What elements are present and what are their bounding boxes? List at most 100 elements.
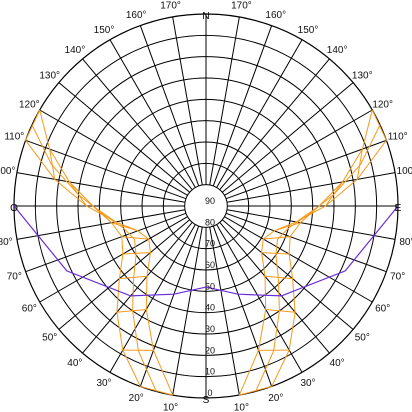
- azimuth-line-80: [226, 209, 396, 240]
- azimuth-line-120: [224, 109, 373, 196]
- sun-path-1-east: [271, 109, 373, 387]
- azimuth-line-50: [222, 219, 354, 330]
- hour-line-7-east: [264, 275, 293, 280]
- azimuth-line-30: [216, 224, 303, 373]
- equinox-path: [13, 205, 399, 297]
- azimuth-label-left_top-110: 110°: [4, 132, 24, 143]
- azimuth-label-left_top-150: 150°: [94, 25, 115, 36]
- azimuth-label-left_bottom-40: 40°: [67, 358, 82, 369]
- azimuth-line-160: [212, 25, 273, 187]
- azimuth-label-right_bottom-30: 30°: [300, 378, 315, 389]
- azimuth-line-20: [212, 225, 273, 387]
- altitude-label-20: 20: [205, 345, 215, 355]
- azimuth-label-left_top-100: 100°: [0, 166, 15, 177]
- azimuth-label-right_top-130: 130°: [352, 70, 373, 81]
- altitude-label-30: 30: [205, 324, 215, 334]
- altitude-label-80: 80: [205, 217, 215, 227]
- azimuth-line-190: [172, 16, 203, 186]
- azimuth-line-230: [58, 82, 190, 193]
- azimuth-label-right_top-100: 100°: [397, 166, 412, 177]
- azimuth-label-right_top-160: 160°: [265, 10, 286, 21]
- azimuth-line-320: [82, 222, 193, 354]
- azimuth-label-left_top-130: 130°: [39, 70, 60, 81]
- azimuth-line-210: [109, 39, 196, 188]
- hour-line-6-east: [261, 252, 290, 255]
- hour-line-5-west: [121, 236, 149, 240]
- sun-path-1-west: [39, 109, 141, 387]
- azimuth-label-left_bottom-60: 60°: [22, 304, 37, 315]
- hour-line-3-east: [296, 205, 320, 223]
- hour-line-8-west: [116, 308, 147, 313]
- azimuth-line-110: [225, 139, 387, 200]
- azimuth-label-right_top-150: 150°: [298, 25, 319, 36]
- east-label: E: [395, 203, 402, 214]
- altitude-label-0: 0: [207, 388, 212, 398]
- azimuth-line-100: [226, 172, 396, 203]
- azimuth-label-left_top-160: 160°: [126, 10, 147, 21]
- azimuth-line-310: [58, 219, 190, 330]
- hour-line-0-west: [25, 109, 41, 141]
- hour-line-10-west: [140, 385, 173, 396]
- azimuth-line-260: [16, 172, 186, 203]
- grid-layer: [13, 13, 399, 399]
- azimuth-label-right_top-120: 120°: [372, 100, 393, 111]
- azimuth-line-290: [25, 212, 187, 273]
- azimuth-label-left_top-120: 120°: [19, 100, 40, 111]
- north-label: N: [202, 11, 209, 22]
- azimuth-label-left_top-140: 140°: [65, 45, 86, 56]
- azimuth-line-140: [219, 58, 330, 190]
- azimuth-label-right_top-140: 140°: [327, 45, 348, 56]
- altitude-label-60: 60: [205, 260, 215, 270]
- west-label: O: [10, 203, 18, 214]
- azimuth-line-220: [82, 58, 193, 190]
- altitude-label-10: 10: [205, 367, 215, 377]
- sun-path-2-east: [255, 124, 381, 392]
- hour-line-2-east: [325, 181, 343, 207]
- azimuth-line-250: [25, 139, 187, 200]
- sun-path-2-west: [31, 124, 157, 392]
- azimuth-line-340: [139, 225, 200, 387]
- azimuth-label-right_bottom-20: 20°: [268, 393, 283, 404]
- azimuth-label-left_bottom-10: 10°: [163, 402, 178, 412]
- hour-line-10-east: [239, 385, 272, 396]
- altitude-label-50: 50: [205, 281, 215, 291]
- altitude-label-70: 70: [205, 239, 215, 249]
- azimuth-line-350: [172, 226, 203, 396]
- hour-line-7-west: [119, 275, 148, 280]
- azimuth-label-right_top-110: 110°: [388, 132, 408, 143]
- azimuth-label-left_bottom-30: 30°: [96, 378, 111, 389]
- hour-line-1-east: [356, 149, 363, 180]
- azimuth-line-10: [209, 226, 240, 396]
- azimuth-label-left_bottom-50: 50°: [42, 333, 57, 344]
- azimuth-line-240: [39, 109, 188, 196]
- hour-line-5-east: [263, 236, 291, 240]
- hour-line-6-west: [122, 252, 151, 255]
- hour-line-4-west: [111, 222, 138, 232]
- azimuth-label-left_top-170: 170°: [160, 1, 181, 12]
- azimuth-label-right_bottom-70: 70°: [390, 271, 405, 282]
- hour-line-3-west: [92, 205, 116, 223]
- azimuth-line-200: [139, 25, 200, 187]
- hour-line-8-east: [265, 308, 296, 313]
- hour-line-0-east: [371, 109, 387, 141]
- azimuth-label-left_bottom-70: 70°: [7, 271, 22, 282]
- south-label: S: [203, 395, 210, 406]
- azimuth-line-170: [209, 16, 240, 186]
- sun-path-layer: [13, 109, 399, 396]
- azimuth-label-right_bottom-40: 40°: [330, 358, 345, 369]
- azimuth-line-40: [219, 222, 330, 354]
- azimuth-line-300: [39, 216, 188, 303]
- hour-line-2-west: [69, 181, 87, 207]
- hour-line-1-west: [49, 149, 56, 180]
- altitude-label-40: 40: [205, 303, 215, 313]
- azimuth-label-right_bottom-50: 50°: [355, 333, 370, 344]
- azimuth-label-right_top-170: 170°: [231, 1, 252, 12]
- azimuth-label-right_bottom-10: 10°: [234, 402, 249, 412]
- azimuth-line-130: [222, 82, 354, 193]
- azimuth-line-150: [216, 39, 303, 188]
- azimuth-label-right_bottom-80: 80°: [399, 237, 412, 248]
- azimuth-label-right_bottom-60: 60°: [375, 304, 390, 315]
